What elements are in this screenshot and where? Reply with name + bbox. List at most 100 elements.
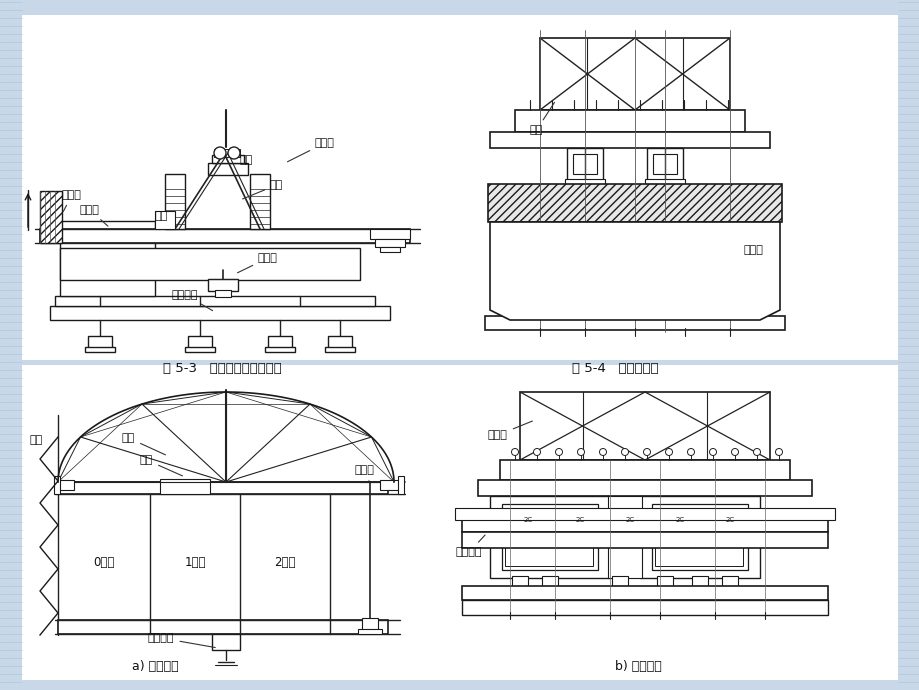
Bar: [215, 290, 231, 297]
Bar: [541, 576, 558, 594]
Circle shape: [621, 448, 628, 455]
Bar: [538, 592, 562, 598]
Text: 后锚: 后锚: [30, 435, 43, 445]
Bar: [58, 480, 74, 490]
Text: 立柱: 立柱: [240, 155, 253, 165]
Bar: [607, 496, 641, 578]
Bar: [652, 592, 676, 598]
Circle shape: [577, 448, 584, 455]
Bar: [211, 634, 240, 650]
Bar: [211, 155, 244, 163]
Bar: [54, 476, 60, 494]
Bar: [85, 347, 115, 352]
Bar: [640, 496, 759, 578]
Bar: [461, 516, 827, 532]
Text: 2C: 2C: [574, 517, 584, 523]
Text: 平衡重: 平衡重: [62, 190, 82, 212]
Bar: [512, 576, 528, 594]
Bar: [380, 247, 400, 252]
Bar: [214, 149, 240, 157]
Text: 后吊杆: 后吊杆: [237, 253, 278, 273]
Bar: [487, 184, 781, 222]
Bar: [505, 508, 593, 566]
Bar: [507, 592, 531, 598]
Bar: [369, 229, 410, 239]
Bar: [515, 110, 744, 132]
Bar: [40, 191, 62, 243]
Bar: [525, 234, 744, 312]
Bar: [652, 154, 676, 174]
Bar: [644, 179, 685, 184]
Bar: [461, 532, 827, 548]
Bar: [185, 347, 215, 352]
Bar: [55, 296, 375, 306]
Bar: [60, 221, 154, 296]
Bar: [721, 576, 737, 594]
Bar: [490, 132, 769, 148]
Bar: [208, 163, 248, 175]
Bar: [654, 508, 743, 566]
Bar: [484, 316, 784, 330]
Bar: [375, 239, 404, 247]
Bar: [502, 504, 597, 570]
Bar: [50, 306, 390, 320]
Circle shape: [533, 448, 540, 455]
Bar: [499, 460, 789, 480]
Text: 滑道: 滑道: [154, 211, 168, 221]
Bar: [461, 586, 827, 600]
Bar: [687, 592, 711, 598]
Bar: [324, 347, 355, 352]
Bar: [357, 629, 381, 634]
Bar: [380, 480, 400, 490]
Bar: [607, 592, 631, 598]
Bar: [478, 480, 811, 496]
Circle shape: [709, 448, 716, 455]
Polygon shape: [490, 222, 779, 320]
Bar: [20, 15, 899, 360]
Text: 侧模支架: 侧模支架: [456, 535, 484, 557]
Bar: [656, 576, 673, 594]
Bar: [40, 229, 410, 243]
Bar: [490, 496, 609, 578]
Bar: [539, 38, 729, 110]
Text: 2C: 2C: [523, 517, 532, 523]
Bar: [573, 154, 596, 174]
Circle shape: [228, 147, 240, 159]
Circle shape: [664, 448, 672, 455]
Text: 0号段: 0号段: [93, 555, 115, 569]
Text: 底模平台: 底模平台: [172, 290, 212, 310]
Bar: [165, 174, 185, 229]
Bar: [328, 336, 352, 348]
Bar: [691, 576, 708, 594]
Text: 主架: 主架: [529, 102, 554, 135]
Bar: [160, 479, 210, 494]
Circle shape: [511, 448, 518, 455]
Text: 滑道: 滑道: [140, 455, 182, 476]
Text: 2C: 2C: [675, 517, 684, 523]
Text: 接长架: 接长架: [80, 205, 108, 226]
Text: 图 5-4   弦弧式挂篮: 图 5-4 弦弧式挂篮: [571, 362, 658, 375]
Bar: [461, 600, 827, 615]
Text: 1号段: 1号段: [184, 555, 206, 569]
Text: 2C: 2C: [725, 517, 733, 523]
Bar: [267, 336, 291, 348]
Circle shape: [555, 448, 562, 455]
Text: 前吊杆: 前吊杆: [355, 465, 374, 480]
Bar: [361, 618, 378, 630]
Text: 主桁架: 主桁架: [487, 421, 532, 440]
Text: 底板后锚: 底板后锚: [148, 633, 215, 647]
Text: 斜拉带: 斜拉带: [287, 138, 335, 161]
Bar: [897, 0, 919, 690]
Circle shape: [731, 448, 738, 455]
Bar: [611, 576, 628, 594]
Text: a) 挂篮侧面: a) 挂篮侧面: [131, 660, 178, 673]
Text: 内模架: 内模架: [743, 245, 763, 255]
Text: 2C: 2C: [625, 517, 634, 523]
Circle shape: [642, 448, 650, 455]
Bar: [58, 482, 388, 494]
Bar: [154, 211, 175, 229]
Text: 主架: 主架: [243, 180, 283, 199]
Bar: [88, 336, 112, 348]
Bar: [564, 179, 605, 184]
Bar: [58, 620, 388, 634]
